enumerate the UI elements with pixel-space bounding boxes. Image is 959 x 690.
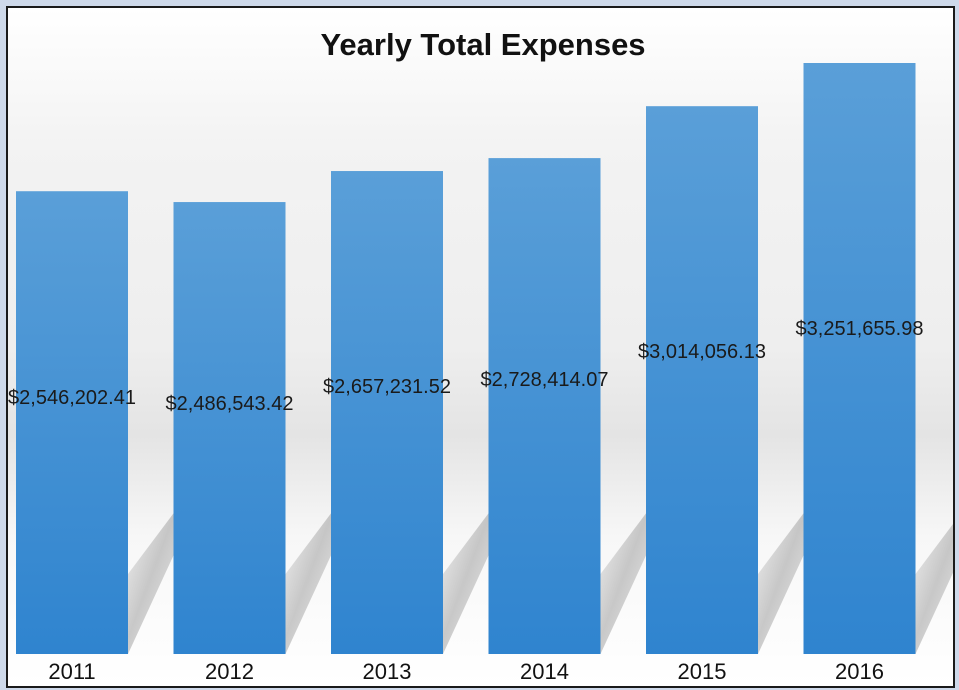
bar-shadows [128,494,953,654]
bar-2011 [16,191,128,654]
data-label-2011: $2,546,202.41 [8,387,136,409]
bar-2013 [331,171,443,654]
data-label-2015: $3,014,056.13 [638,341,766,363]
x-tick-label-2014: 2014 [520,659,569,684]
bar-2015 [646,106,758,654]
bar-shadow [600,494,661,654]
x-tick-label-2016: 2016 [835,659,884,684]
bar-2016 [803,63,916,654]
bar-2014 [488,158,601,654]
x-tick-label-2013: 2013 [363,659,412,684]
bar-shadow [758,494,818,654]
data-label-2016: $3,251,655.98 [796,318,924,340]
bar-shadow [915,524,953,654]
bar-shadow [285,494,346,654]
chart-title: Yearly Total Expenses [320,27,645,62]
data-label-2014: $2,728,414.07 [481,369,609,391]
bar-chart: Yearly Total Expenses $2,546,202.41 $2,48… [8,27,953,684]
bar-2012 [173,202,286,654]
x-axis-tick-labels: 2011 2012 2013 2014 2015 2016 [48,659,884,684]
x-tick-label-2012: 2012 [205,659,254,684]
data-label-2013: $2,657,231.52 [323,376,451,398]
chart-frame: Yearly Total Expenses $2,546,202.41 $2,48… [6,6,955,688]
x-tick-label-2015: 2015 [678,659,727,684]
data-label-2012: $2,486,543.42 [166,393,294,415]
bar-shadow [443,494,503,654]
bar-shadow [128,494,188,654]
x-tick-label-2011: 2011 [48,659,95,684]
data-labels: $2,546,202.41 $2,486,543.42 $2,657,231.52 $… [8,318,923,415]
bars [16,63,916,654]
